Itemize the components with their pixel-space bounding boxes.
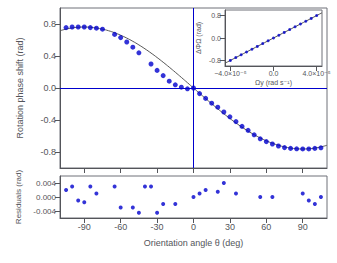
svg-text:60: 60 bbox=[261, 222, 271, 232]
svg-text:Residuals (rad): Residuals (rad) bbox=[14, 170, 23, 225]
svg-text:-0.4: -0.4 bbox=[40, 115, 56, 125]
svg-text:−4.0×10⁻⁵: −4.0×10⁻⁵ bbox=[214, 70, 246, 77]
svg-text:0.4: 0.4 bbox=[43, 51, 56, 61]
svg-text:Ωy (rad s⁻¹): Ωy (rad s⁻¹) bbox=[255, 79, 292, 87]
svg-text:0.8: 0.8 bbox=[211, 12, 221, 19]
svg-text:0.0: 0.0 bbox=[269, 70, 279, 77]
svg-text:90: 90 bbox=[298, 222, 308, 232]
svg-text:4.0×10⁻⁵: 4.0×10⁻⁵ bbox=[303, 70, 331, 77]
svg-text:-90: -90 bbox=[78, 222, 91, 232]
svg-text:0.8: 0.8 bbox=[43, 19, 56, 29]
svg-text:30: 30 bbox=[225, 222, 235, 232]
svg-text:ΔΦΩ (rad): ΔΦΩ (rad) bbox=[195, 22, 203, 54]
svg-text:Rotation phase shift (rad): Rotation phase shift (rad) bbox=[15, 37, 25, 138]
svg-text:0.0: 0.0 bbox=[43, 83, 56, 93]
svg-text:-30: -30 bbox=[151, 222, 164, 232]
svg-text:Orientation angle θ (deg): Orientation angle θ (deg) bbox=[144, 238, 244, 248]
svg-text:0: 0 bbox=[191, 222, 196, 232]
svg-text:0.004: 0.004 bbox=[36, 179, 57, 188]
svg-text:0.0: 0.0 bbox=[211, 35, 221, 42]
svg-text:-0.8: -0.8 bbox=[40, 147, 56, 157]
svg-text:-60: -60 bbox=[114, 222, 127, 232]
svg-text:-0.004: -0.004 bbox=[33, 207, 56, 216]
svg-text:0.000: 0.000 bbox=[36, 193, 57, 202]
svg-text:-0.8: -0.8 bbox=[209, 57, 221, 64]
